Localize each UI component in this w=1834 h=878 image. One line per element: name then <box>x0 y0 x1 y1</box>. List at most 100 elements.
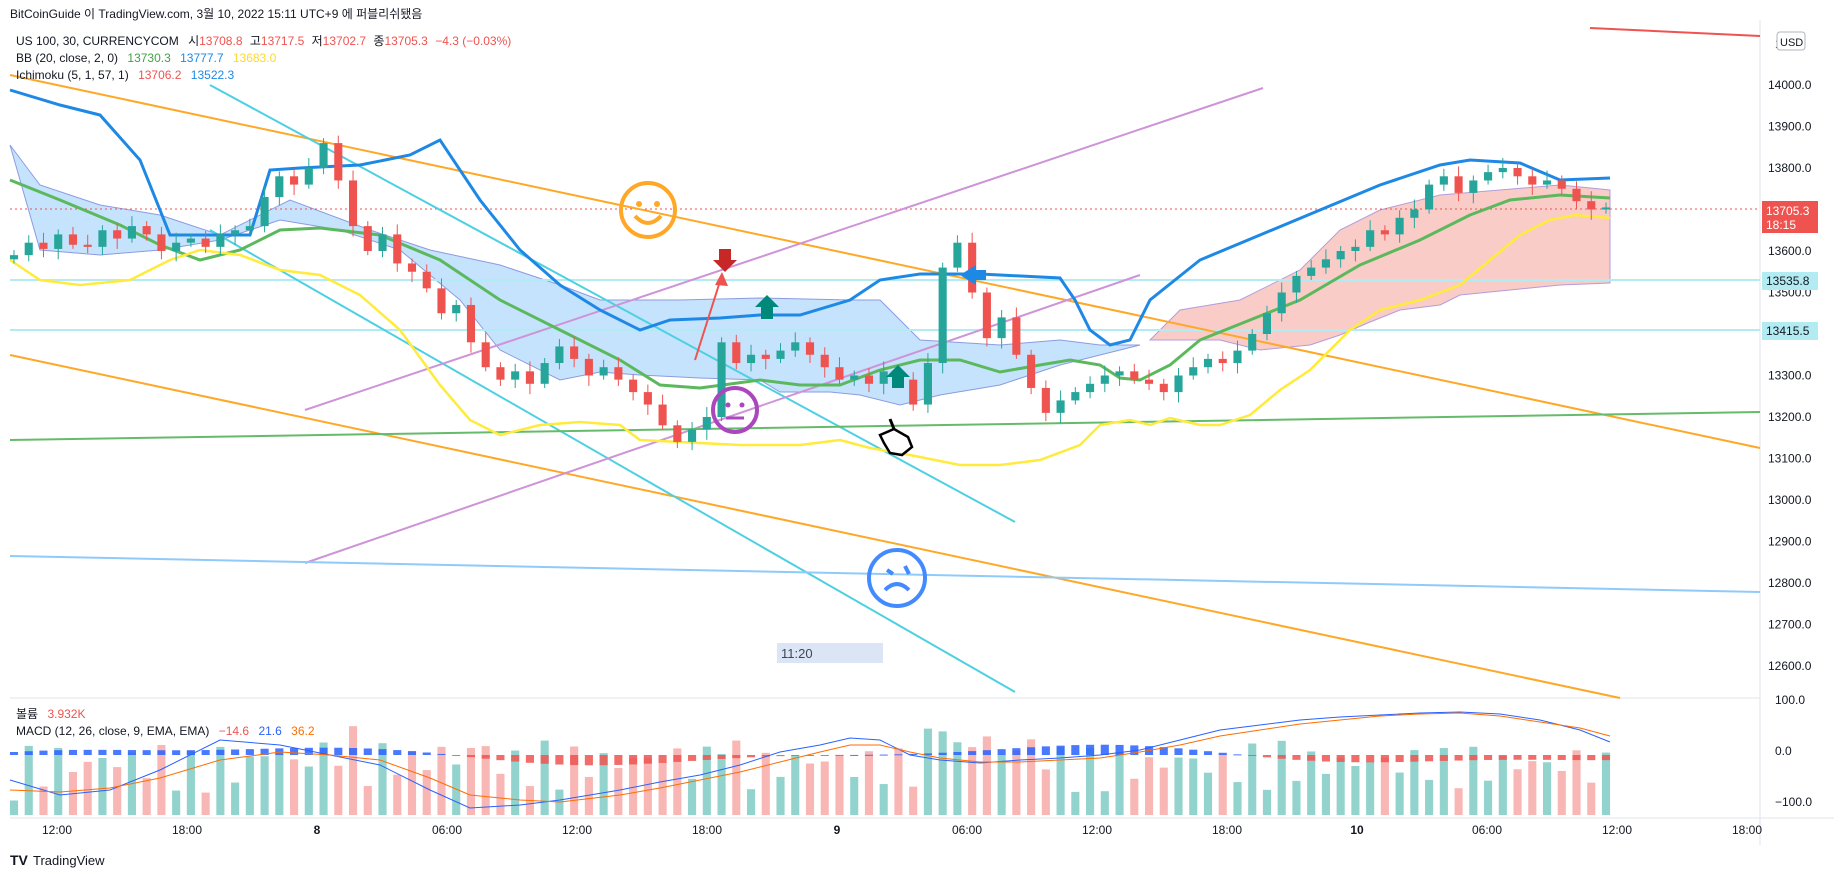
candle-body[interactable] <box>348 180 358 227</box>
candle-body[interactable] <box>290 176 299 185</box>
candle-body[interactable] <box>1174 375 1183 393</box>
candle-body[interactable] <box>1439 176 1448 185</box>
candle-body[interactable] <box>1469 180 1478 193</box>
candle-body[interactable] <box>688 429 697 442</box>
trend-lines[interactable] <box>9 27 1761 699</box>
candle-body[interactable] <box>39 242 48 249</box>
candle-body[interactable] <box>525 371 534 384</box>
candle-body[interactable] <box>511 371 520 380</box>
candle-body[interactable] <box>201 238 210 247</box>
candle-body[interactable] <box>820 354 829 368</box>
candle-body[interactable] <box>54 234 63 249</box>
candle-body[interactable] <box>1484 172 1493 181</box>
arrow-up-green-icon[interactable] <box>886 365 910 388</box>
candle-body[interactable] <box>1528 176 1537 185</box>
candle-body[interactable] <box>304 168 313 185</box>
candle-body[interactable] <box>614 367 623 380</box>
candle-body[interactable] <box>393 234 402 264</box>
candle-body[interactable] <box>1395 217 1404 235</box>
candle-body[interactable] <box>157 234 166 251</box>
candle-body[interactable] <box>1100 375 1109 384</box>
candle-body[interactable] <box>1366 230 1375 247</box>
candle-body[interactable] <box>378 234 387 251</box>
candle-body[interactable] <box>938 267 947 364</box>
candle-body[interactable] <box>864 375 874 384</box>
candle-body[interactable] <box>452 304 461 314</box>
candle-body[interactable] <box>850 375 859 380</box>
candle-body[interactable] <box>113 230 122 239</box>
candle-body[interactable] <box>68 234 78 245</box>
candle-body[interactable] <box>717 342 726 417</box>
candle-body[interactable] <box>1454 176 1463 193</box>
candle-body[interactable] <box>1425 184 1434 210</box>
candle-body[interactable] <box>481 342 490 368</box>
candle-body[interactable] <box>275 176 284 198</box>
candle-body[interactable] <box>923 363 932 405</box>
smile-face-icon[interactable] <box>619 181 677 239</box>
candle-body[interactable] <box>1380 230 1389 235</box>
candle-body[interactable] <box>761 354 770 359</box>
candle-body[interactable] <box>1233 350 1242 364</box>
candle-body[interactable] <box>570 346 579 359</box>
candle-body[interactable] <box>599 367 608 376</box>
candle-body[interactable] <box>584 358 593 376</box>
neutral-face-icon[interactable] <box>711 386 759 434</box>
candle-body[interactable] <box>791 342 800 351</box>
candle-body[interactable] <box>835 367 844 380</box>
candle-body[interactable] <box>496 367 505 380</box>
candle-body[interactable] <box>1086 383 1095 393</box>
legend-macd-row[interactable]: MACD (12, 26, close, 9, EMA, EMA) −14.6 … <box>16 724 315 738</box>
candle-body[interactable] <box>1513 168 1522 177</box>
candle-body[interactable] <box>997 317 1006 339</box>
candle-body[interactable] <box>879 371 888 384</box>
candle-body[interactable] <box>422 271 431 289</box>
candle-body[interactable] <box>1012 317 1021 355</box>
time-axis[interactable]: 12:00 18:00 8 06:00 12:00 18:00 9 06:00 12:00 18:… <box>42 823 1762 837</box>
candle-body[interactable] <box>1277 292 1286 314</box>
legend-volume-row[interactable]: 볼륨 3.932K <box>16 707 85 721</box>
legend-bb-row[interactable]: BB (20, close, 2, 0) 13730.3 13777.7 136… <box>16 51 277 65</box>
candle-body[interactable] <box>98 230 107 247</box>
candle-body[interactable] <box>407 263 417 272</box>
candle-body[interactable] <box>1410 209 1419 218</box>
candle-body[interactable] <box>1159 383 1168 393</box>
price-axis[interactable]: 14000.013900.013800.013700.013600.013500… <box>1768 78 1812 673</box>
candle-body[interactable] <box>1351 246 1360 251</box>
candle-body[interactable] <box>186 238 195 243</box>
candles[interactable] <box>9 135 1611 451</box>
candle-body[interactable] <box>260 197 269 227</box>
candle-body[interactable] <box>1572 188 1581 202</box>
candle-body[interactable] <box>1056 400 1065 413</box>
candle-body[interactable] <box>1336 251 1345 260</box>
sad-face-icon[interactable] <box>867 548 927 608</box>
candle-body[interactable] <box>231 230 240 235</box>
candle-body[interactable] <box>982 292 991 339</box>
candle-body[interactable] <box>555 346 564 364</box>
candle-body[interactable] <box>643 392 652 405</box>
candle-body[interactable] <box>746 354 756 364</box>
candle-body[interactable] <box>909 379 918 405</box>
candle-body[interactable] <box>1189 367 1198 376</box>
candle-body[interactable] <box>24 242 33 256</box>
macd-axis[interactable]: 100.0 0.0 −100.0 <box>1775 693 1812 809</box>
candle-body[interactable] <box>1218 358 1227 364</box>
candle-body[interactable] <box>629 379 638 393</box>
candle-body[interactable] <box>1262 313 1272 334</box>
candle-body[interactable] <box>1130 371 1139 380</box>
candle-body[interactable] <box>776 350 785 359</box>
legend-ohlc-row[interactable]: US 100, 30, CURRENCYCOM 시13708.8 고13717.… <box>16 34 511 48</box>
arrow-down-red-icon[interactable] <box>713 249 737 272</box>
candle-body[interactable] <box>9 255 19 260</box>
candle-body[interactable] <box>702 417 711 430</box>
candle-body[interactable] <box>1027 354 1036 388</box>
candle-body[interactable] <box>1557 180 1566 189</box>
currency-badge[interactable] <box>1776 31 1806 51</box>
candle-body[interactable] <box>732 342 741 364</box>
candle-body[interactable] <box>658 404 667 426</box>
candle-body[interactable] <box>1203 358 1213 368</box>
arrow-up-green-icon[interactable] <box>755 295 779 319</box>
candle-body[interactable] <box>1292 275 1301 293</box>
candle-body[interactable] <box>1601 207 1611 210</box>
candle-body[interactable] <box>245 226 254 231</box>
candle-body[interactable] <box>1041 387 1050 413</box>
